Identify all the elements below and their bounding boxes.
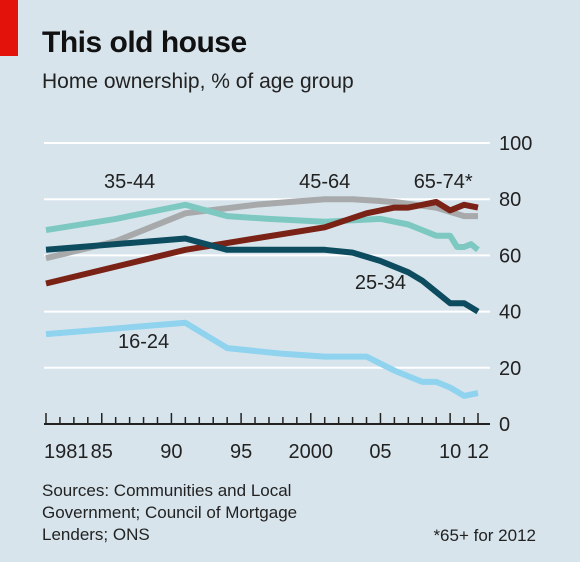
sources-line-3: Lenders; ONS [42, 525, 150, 544]
x-tick-label-95: 95 [230, 441, 252, 463]
gridlines [44, 142, 490, 369]
sources-note: Sources: Communities and Local Governmen… [42, 480, 362, 546]
series-label-65-74*: 65-74* [414, 171, 473, 193]
series-label-35-44: 35-44 [104, 171, 155, 193]
y-tick-label-100: 100 [499, 133, 532, 155]
series-line-35-44 [45, 201, 480, 253]
y-tick-label-40: 40 [499, 302, 521, 324]
sources-line-1: Sources: Communities and Local [42, 481, 292, 500]
y-tick-label-80: 80 [499, 189, 521, 211]
x-axis: 1981 85 90 95 2000 05 10 12 [44, 413, 490, 463]
series-line-16-24 [45, 319, 479, 399]
y-tick-label-0: 0 [499, 414, 510, 436]
series-label-25-34: 25-34 [355, 272, 406, 294]
series-lines [45, 196, 480, 399]
series-labels: 45-64 35-44 65-74* 25-34 16-24 [104, 171, 473, 353]
accent-tab [0, 0, 18, 56]
x-tick-label-90: 90 [160, 441, 182, 463]
y-axis-labels: 0 20 40 60 80 100 [499, 133, 532, 436]
footnote: *65+ for 2012 [433, 526, 536, 545]
sources-line-2: Government; Council of Mortgage [42, 503, 298, 522]
series-line-25-34 [45, 235, 480, 315]
x-tick-label-05: 05 [369, 441, 391, 463]
y-tick-label-60: 60 [499, 245, 521, 267]
series-line-65-74* [45, 199, 479, 287]
x-tick-label-2000: 2000 [289, 441, 334, 463]
series-label-45-64: 45-64 [299, 171, 350, 193]
x-tick-label-10: 10 [439, 441, 461, 463]
y-tick-label-20: 20 [499, 358, 521, 380]
x-tick-label-85: 85 [91, 441, 113, 463]
x-tick-label-1981: 1981 [44, 441, 89, 463]
chart-subtitle: Home ownership, % of age group [42, 70, 354, 93]
chart-title: This old house [42, 26, 247, 59]
series-label-16-24: 16-24 [118, 331, 169, 353]
x-tick-label-12: 12 [467, 441, 489, 463]
